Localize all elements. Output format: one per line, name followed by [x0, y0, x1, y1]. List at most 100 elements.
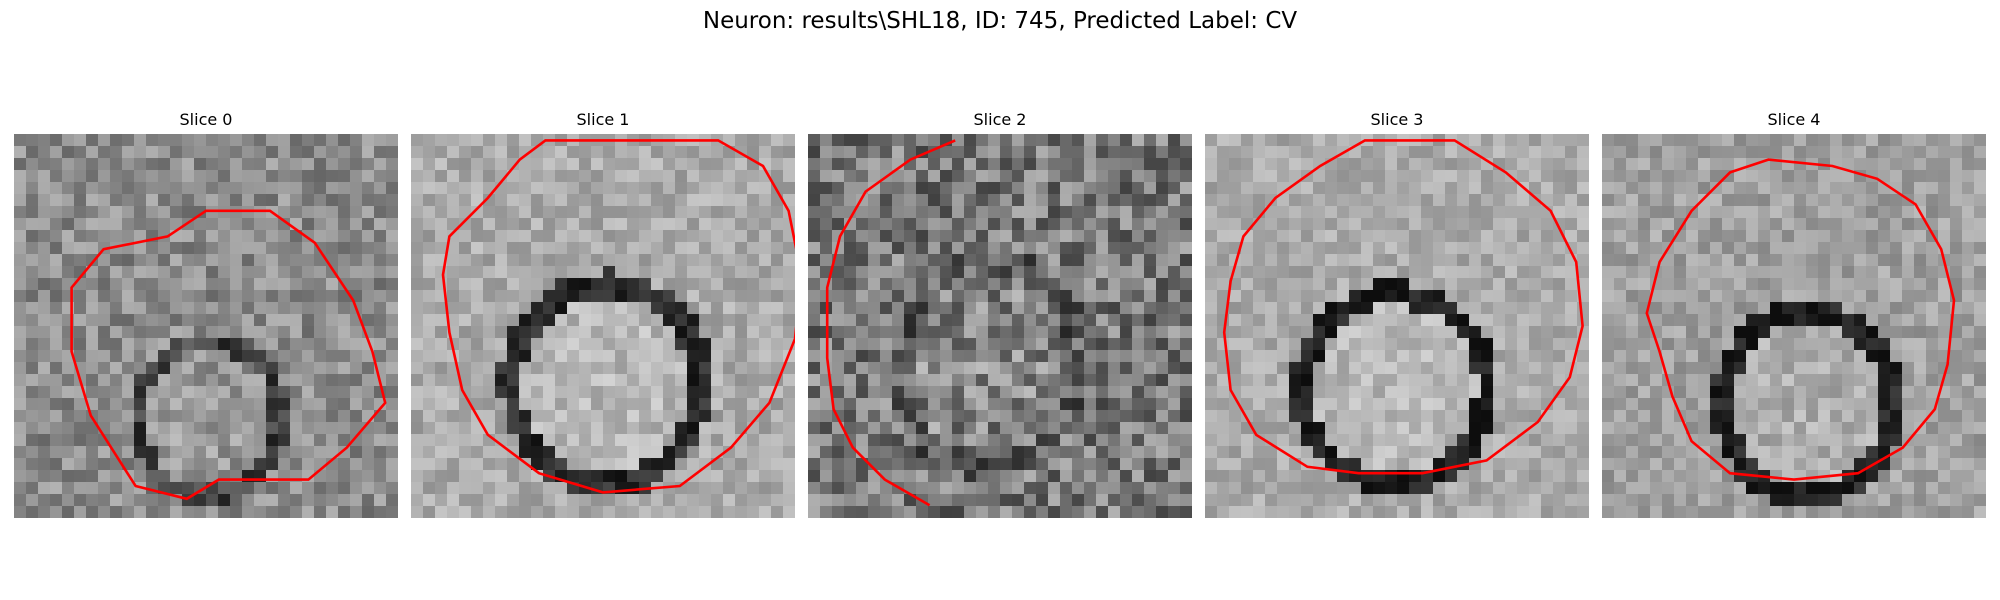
- pixel: [1144, 290, 1157, 303]
- pixel: [783, 278, 795, 291]
- pixel: [1132, 194, 1145, 207]
- pixel: [1529, 314, 1542, 327]
- pixel: [1674, 182, 1687, 195]
- pixel: [1626, 254, 1639, 267]
- pixel: [1746, 278, 1759, 291]
- pixel: [1361, 242, 1374, 255]
- pixel: [988, 302, 1001, 315]
- pixel: [1938, 194, 1951, 207]
- pixel: [844, 482, 857, 495]
- pixel: [1409, 470, 1422, 483]
- pixel: [1445, 194, 1458, 207]
- pixel: [1565, 470, 1578, 483]
- pixel: [290, 290, 303, 303]
- pixel: [531, 422, 544, 435]
- pixel: [146, 158, 159, 171]
- pixel: [1144, 326, 1157, 339]
- pixel: [976, 326, 989, 339]
- pixel: [567, 254, 580, 267]
- pixel: [1289, 338, 1302, 351]
- pixel: [928, 482, 941, 495]
- pixel: [1048, 314, 1061, 327]
- pixel: [182, 458, 195, 471]
- pixel: [832, 218, 845, 231]
- pixel: [976, 362, 989, 375]
- pixel: [459, 206, 472, 219]
- pixel: [1253, 146, 1266, 159]
- pixel: [1132, 434, 1145, 447]
- pixel: [1842, 290, 1855, 303]
- pixel: [350, 434, 363, 447]
- pixel: [1156, 350, 1169, 363]
- pixel: [26, 410, 39, 423]
- pixel: [519, 206, 532, 219]
- pixel: [1974, 374, 1986, 387]
- pixel: [1409, 158, 1422, 171]
- pixel: [1553, 206, 1566, 219]
- pixel: [880, 314, 893, 327]
- pixel: [1481, 218, 1494, 231]
- pixel: [230, 242, 243, 255]
- pixel: [1301, 386, 1314, 399]
- pixel: [1409, 398, 1422, 411]
- pixel: [507, 194, 520, 207]
- pixel: [1698, 302, 1711, 315]
- pixel: [447, 242, 460, 255]
- pixel: [194, 458, 207, 471]
- pixel: [880, 446, 893, 459]
- pixel: [1529, 470, 1542, 483]
- pixel: [1036, 434, 1049, 447]
- pixel: [892, 302, 905, 315]
- pixel: [386, 362, 398, 375]
- pixel: [531, 218, 544, 231]
- pixel: [627, 422, 640, 435]
- pixel: [651, 494, 664, 507]
- pixel: [1565, 206, 1578, 219]
- pixel: [1710, 266, 1723, 279]
- pixel: [1650, 242, 1663, 255]
- pixel: [1433, 170, 1446, 183]
- pixel: [1469, 278, 1482, 291]
- pixel: [170, 362, 183, 375]
- pixel: [868, 422, 881, 435]
- pixel: [1541, 230, 1554, 243]
- pixel: [206, 494, 219, 507]
- pixel: [1084, 290, 1097, 303]
- pixel: [1048, 470, 1061, 483]
- pixel: [1710, 302, 1723, 315]
- pixel: [844, 314, 857, 327]
- pixel: [1734, 458, 1747, 471]
- pixel: [1638, 362, 1651, 375]
- pixel: [1758, 362, 1771, 375]
- pixel: [1686, 146, 1699, 159]
- pixel: [1385, 446, 1398, 459]
- pixel: [194, 494, 207, 507]
- pixel: [868, 170, 881, 183]
- pixel: [1758, 278, 1771, 291]
- pixel: [1421, 242, 1434, 255]
- pixel: [1012, 206, 1025, 219]
- pixel: [868, 194, 881, 207]
- pixel: [1890, 314, 1903, 327]
- pixel: [1433, 506, 1446, 518]
- pixel: [747, 266, 760, 279]
- pixel: [1565, 482, 1578, 495]
- pixel: [170, 146, 183, 159]
- pixel: [1481, 374, 1494, 387]
- pixel: [1325, 506, 1338, 518]
- pixel: [110, 482, 123, 495]
- pixel: [507, 422, 520, 435]
- pixel: [988, 458, 1001, 471]
- pixel: [1457, 206, 1470, 219]
- pixel: [1638, 170, 1651, 183]
- pixel: [675, 374, 688, 387]
- pixel: [1337, 266, 1350, 279]
- pixel: [892, 362, 905, 375]
- pixel: [1132, 218, 1145, 231]
- pixel: [1469, 230, 1482, 243]
- pixel: [326, 302, 339, 315]
- pixel: [1072, 302, 1085, 315]
- pixel: [952, 254, 965, 267]
- pixel: [374, 182, 387, 195]
- pixel: [1469, 470, 1482, 483]
